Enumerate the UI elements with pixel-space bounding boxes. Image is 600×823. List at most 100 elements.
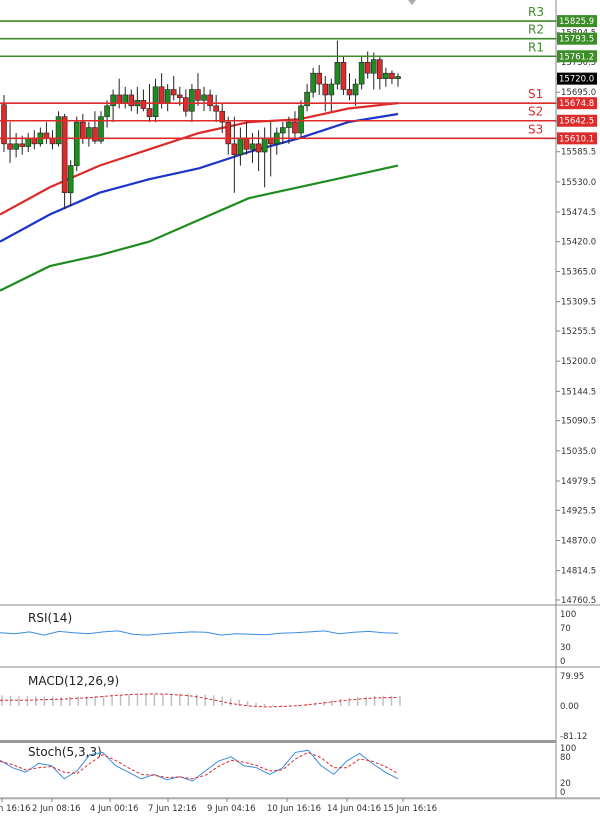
price-tick-label: 15420.0 (561, 238, 596, 248)
candle-body (352, 83, 359, 96)
candle-body (67, 165, 74, 194)
price-tick-label: 15474.5 (561, 208, 596, 218)
pivot-price-tag (557, 97, 597, 110)
candle-body (128, 94, 135, 107)
x-axis: 1 Jun 16:162 Jun 08:16 4 Jun 00:16 7 Jun 1… (0, 798, 437, 814)
rsi-tick-label: 0 (560, 657, 565, 667)
stoch-tick-label: 20 (560, 779, 571, 789)
candle-body (49, 138, 56, 145)
pivot-price-tag (557, 32, 597, 45)
price-panel: 15825.915804.515793.515761.215750.515720… (0, 5, 597, 606)
rsi-tick-label: 70 (560, 624, 571, 634)
pivot-price-tag (557, 15, 597, 28)
candle-body (255, 143, 262, 153)
rsi-title: RSI(14) (28, 611, 72, 625)
candle-body (389, 72, 395, 79)
stoch-tick-label: 80 (560, 753, 571, 763)
rsi-panel: RSI(14) 100 70 30 0 (0, 610, 576, 667)
candle-body (286, 121, 292, 128)
pivot-price-value: 15825.9 (559, 17, 594, 27)
price-tick-label: 14870.0 (561, 537, 596, 547)
candle-body (328, 83, 335, 96)
time-tick-label: 15 Jun 16:16 (383, 804, 437, 814)
pivot-price-value: 15610.1 (559, 134, 594, 144)
candle-body (7, 143, 13, 150)
candle-body (334, 62, 341, 85)
candle-body (31, 138, 38, 145)
candle-body (243, 138, 250, 150)
candle-body (231, 143, 238, 156)
time-tick-label: 14 Jun 04:16 (327, 804, 381, 814)
pivot-price-value: 15642.5 (559, 117, 594, 127)
candle-body (73, 121, 80, 166)
candle-body (395, 76, 401, 79)
candle-body (170, 89, 177, 96)
price-tick-label: 14814.5 (561, 567, 596, 577)
candle-body (55, 116, 62, 145)
price-tick-label: 15365.0 (561, 268, 596, 278)
panel-divider (0, 740, 556, 743)
time-tick-label: 2 Jun 08:16 (32, 804, 81, 814)
candle-body (1, 104, 7, 145)
pivot-level-label: S2 (528, 105, 543, 119)
candle-body (122, 94, 129, 104)
price-tick-label: 15585.5 (561, 148, 596, 158)
candle-body (140, 100, 147, 109)
pivot-price-value: 15793.5 (559, 35, 594, 45)
pivot-level-label: R2 (528, 23, 544, 37)
candle-body (110, 94, 116, 107)
macd-title: MACD(12,26,9) (28, 674, 119, 688)
candle-body (261, 138, 268, 153)
candle-body (152, 86, 159, 117)
scroll-marker-icon (408, 0, 416, 5)
candle-body (304, 91, 310, 107)
time-tick-label: 10 Jun 16:16 (267, 804, 321, 814)
stoch-line (0, 749, 399, 782)
price-tick-label: 15090.5 (561, 417, 596, 427)
price-tick-label: 15200.0 (561, 357, 596, 367)
candle-body (292, 121, 298, 134)
chart-frame (0, 0, 600, 800)
rsi-line (0, 630, 399, 636)
candle-body (98, 116, 104, 142)
candle-body (213, 105, 219, 112)
last-price-tag (557, 72, 597, 85)
candle-body (377, 59, 383, 79)
price-tick-label: 15750.5 (561, 58, 596, 68)
macd-tick-label: 79.95 (560, 672, 584, 682)
stoch-line (0, 751, 399, 780)
candle-body (316, 72, 323, 85)
pivot-price-tag (557, 114, 597, 127)
candle-body (146, 108, 153, 117)
price-tick-label: 15530.0 (561, 178, 596, 188)
candle-body (189, 89, 195, 112)
time-tick-label: 9 Jun 04:16 (207, 804, 256, 814)
macd-tick-label: 0.00 (560, 702, 579, 712)
time-tick-label: 4 Jun 00:16 (90, 804, 139, 814)
moving-average-line (0, 164, 399, 292)
pivot-price-tag (557, 50, 597, 63)
rsi-tick-label: 30 (560, 643, 571, 653)
candle-body (80, 121, 86, 139)
candle-body (19, 143, 25, 147)
candle-body (61, 116, 68, 194)
candle-body (219, 110, 226, 123)
candle-body (237, 138, 244, 156)
candle-body (249, 143, 256, 150)
last-price-value: 15720.0 (559, 75, 594, 85)
rsi-tick-label: 100 (560, 610, 576, 620)
stoch-tick-label: 0 (560, 788, 565, 798)
candle-body (164, 89, 171, 104)
price-tick-label: 14979.5 (561, 477, 596, 487)
candle-body (370, 59, 377, 74)
candle-body (310, 72, 316, 93)
pivot-level-label: R1 (528, 40, 544, 54)
candle-body (358, 62, 365, 85)
pivot-level-label: S1 (528, 87, 543, 101)
price-tick-label: 14760.5 (561, 596, 596, 606)
moving-average-line (0, 112, 399, 243)
price-tick-label: 15144.5 (561, 387, 596, 397)
pivot-level-label: R3 (528, 5, 544, 19)
